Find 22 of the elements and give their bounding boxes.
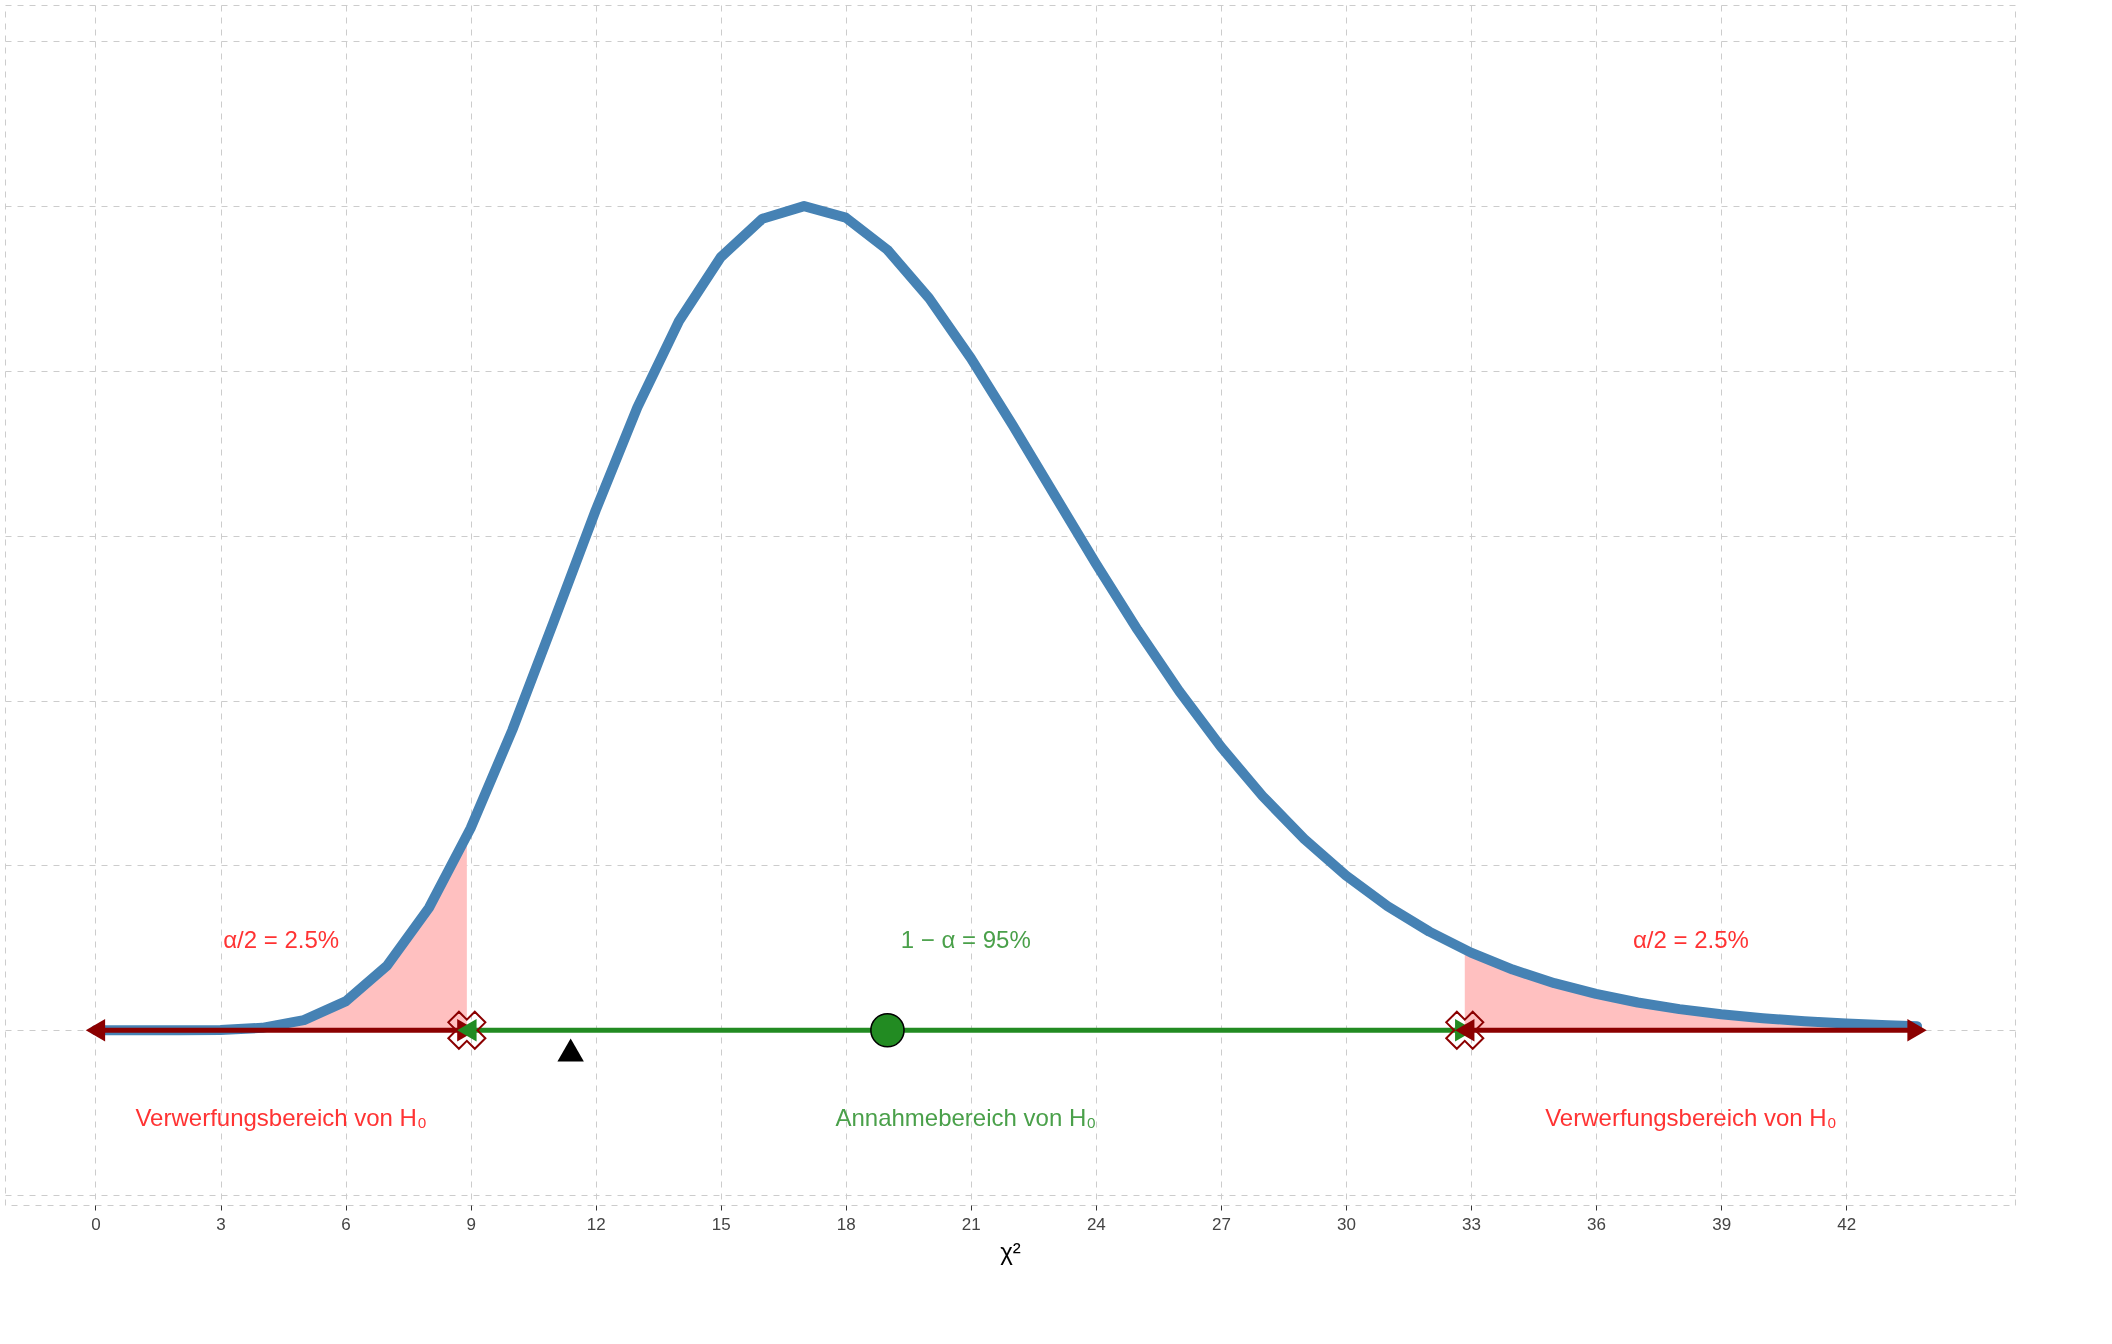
x-tick-label: 9 xyxy=(466,1214,476,1234)
x-tick-label: 6 xyxy=(341,1214,351,1234)
text: Annahmebereich von H₀ xyxy=(835,1104,1097,1132)
x-tick-label: 15 xyxy=(711,1214,731,1234)
x-tick-label: 24 xyxy=(1086,1214,1106,1234)
x-tick-label: 3 xyxy=(216,1214,226,1234)
annotation: α/2 = 2.5% xyxy=(223,926,340,954)
x-tick-label: 21 xyxy=(961,1214,981,1234)
x-tick-label: 42 xyxy=(1837,1214,1857,1234)
x-tick-label: 33 xyxy=(1462,1214,1481,1234)
x-tick-label: 30 xyxy=(1337,1214,1356,1234)
annotation: α/2 = 2.5% xyxy=(1632,926,1749,954)
x-tick-label: 18 xyxy=(836,1214,856,1234)
annotation: 1 − α = 95% xyxy=(900,926,1031,954)
text: Verwerfungsbereich von H₀ xyxy=(1545,1104,1837,1132)
x-tick-label: 12 xyxy=(586,1214,606,1234)
text: Verwerfungsbereich von H₀ xyxy=(135,1104,427,1132)
x-axis-title: χ² xyxy=(1000,1237,1021,1265)
x-tick-label: 36 xyxy=(1587,1214,1607,1234)
x-tick-label: 27 xyxy=(1211,1214,1231,1234)
x-tick-label: 39 xyxy=(1712,1214,1732,1234)
x-tick-label: 0 xyxy=(91,1214,101,1234)
